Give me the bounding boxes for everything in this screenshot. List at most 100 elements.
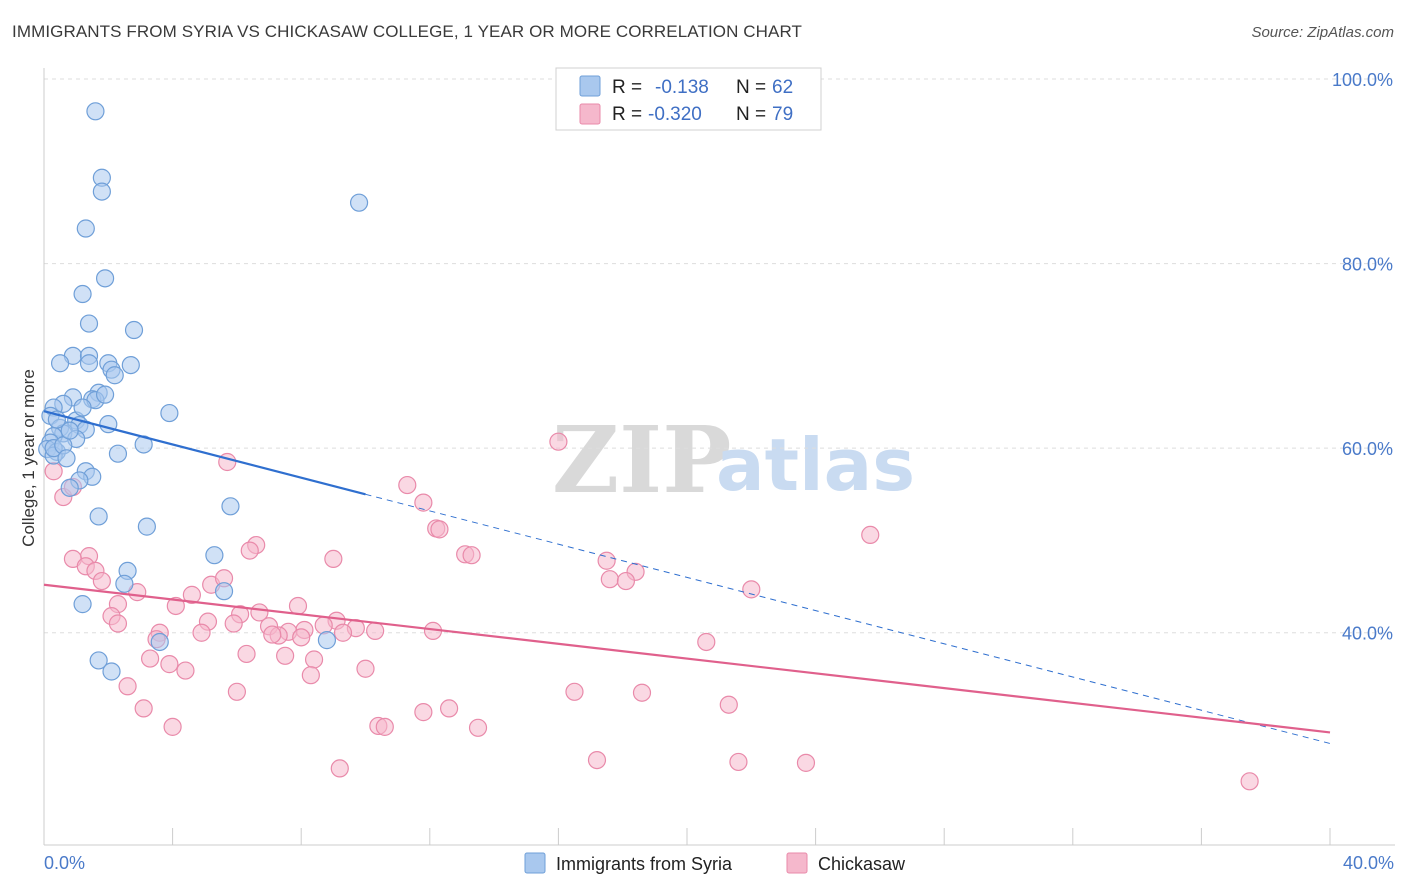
- legend-r-label-syria: R =: [612, 77, 642, 98]
- chart-source: Source: ZipAtlas.com: [1251, 24, 1394, 41]
- bottom-legend-syria: Immigrants from Syria: [556, 854, 733, 874]
- syria-point-48: [115, 574, 134, 593]
- chickasaw-point-51: [276, 646, 295, 665]
- x-tick-label-max: 40.0%: [1343, 853, 1394, 873]
- chickasaw-point-13: [597, 551, 616, 570]
- chickasaw-point-0: [44, 462, 63, 481]
- chickasaw-point-58: [118, 677, 137, 696]
- chickasaw-point-2: [549, 432, 568, 451]
- bottom-legend-chickasaw: Chickasaw: [818, 854, 906, 874]
- syria-point-61: [57, 449, 76, 468]
- syria-point-4: [349, 193, 369, 212]
- syria-point-37: [108, 444, 128, 463]
- syria-point-2: [92, 182, 111, 201]
- syria-point-51: [150, 632, 169, 652]
- chickasaw-point-61: [632, 683, 652, 702]
- chickasaw-trend: [43, 583, 1331, 734]
- legend-swatch-syria: [579, 75, 601, 97]
- syria-point-16: [105, 366, 124, 385]
- y-tick-labels: 40.0% 60.0% 80.0% 100.0%: [1332, 70, 1393, 644]
- chickasaw-point-20: [616, 571, 636, 591]
- syria-point-12: [79, 354, 99, 373]
- chickasaw-point-33: [108, 614, 128, 633]
- syria-point-14: [121, 355, 140, 375]
- syria-point-49: [214, 582, 234, 601]
- syria-point-58: [95, 385, 115, 404]
- syria-point-5: [95, 269, 115, 288]
- syria-point-44: [89, 507, 108, 526]
- legend-r-value-syria: -0.138: [655, 77, 709, 98]
- syria-points: [38, 102, 369, 681]
- legend-n-label-syria: N =: [736, 77, 766, 98]
- syria-point-52: [317, 631, 337, 650]
- syria-point-45: [137, 517, 156, 536]
- chickasaw-point-8: [861, 525, 880, 545]
- chickasaw-point-25: [742, 580, 761, 599]
- chickasaw-point-22: [324, 549, 343, 569]
- chickasaw-point-74: [1240, 772, 1259, 791]
- chickasaw-point-49: [697, 632, 716, 652]
- chickasaw-point-73: [330, 759, 349, 778]
- syria-point-6: [73, 284, 92, 304]
- chickasaw-point-7: [430, 520, 449, 539]
- y-axis-label: College, 1 year or more: [19, 369, 38, 547]
- legend-swatch-chickasaw: [579, 103, 601, 125]
- chickasaw-point-71: [729, 752, 748, 772]
- legend-r-value-chickasaw: -0.320: [648, 104, 702, 125]
- chickasaw-point-53: [140, 649, 160, 668]
- syria-point-57: [60, 421, 79, 440]
- chickasaw-point-67: [375, 717, 394, 736]
- chickasaw-point-78: [288, 596, 308, 616]
- chickasaw-point-69: [163, 717, 182, 736]
- legend-n-label-chickasaw: N =: [736, 104, 766, 125]
- legend-n-value-syria: 62: [772, 77, 793, 98]
- chickasaw-point-10: [240, 541, 259, 560]
- chickasaw-point-26: [182, 585, 201, 604]
- chickasaw-point-76: [250, 603, 269, 622]
- legend-r-label-chickasaw: R =: [612, 104, 642, 125]
- bottom-legend-swatch-chickasaw: [786, 852, 808, 874]
- chickasaw-point-5: [414, 493, 433, 512]
- bottom-legend-swatch-syria: [524, 852, 546, 874]
- syria-point-0: [86, 102, 105, 121]
- chickasaw-point-52: [304, 650, 324, 669]
- chickasaw-point-21: [92, 571, 111, 591]
- syria-point-50: [73, 595, 92, 614]
- chickasaw-point-45: [292, 628, 311, 647]
- chickasaw-point-48: [263, 625, 282, 644]
- syria-point-3: [76, 219, 95, 238]
- syria-point-23: [160, 403, 179, 423]
- chickasaw-point-50: [237, 644, 256, 664]
- chickasaw-point-19: [600, 570, 619, 589]
- syria-trend-dashed: [365, 493, 1331, 744]
- chickasaw-point-60: [565, 682, 584, 701]
- syria-point-7: [79, 314, 99, 333]
- syria-point-42: [60, 478, 79, 497]
- series-legend: Immigrants from Syria Chickasaw: [524, 852, 906, 874]
- correlation-legend: R = -0.138 N = 62 R = -0.320 N = 79: [555, 67, 822, 131]
- chickasaw-point-43: [366, 621, 385, 640]
- legend-n-value-chickasaw: 79: [772, 104, 793, 125]
- chart-title: IMMIGRANTS FROM SYRIA VS CHICKASAW COLLE…: [12, 22, 803, 41]
- y-tick-label-40: 40.0%: [1342, 624, 1393, 644]
- chickasaw-point-63: [414, 703, 433, 722]
- chickasaw-point-4: [398, 475, 417, 495]
- chickasaw-point-72: [796, 753, 816, 772]
- chickasaw-point-55: [176, 661, 195, 680]
- syria-point-54: [102, 662, 121, 681]
- chickasaw-points: [44, 432, 1259, 791]
- watermark-atlas: atlas: [716, 423, 915, 507]
- x-ticks: [43, 828, 1331, 845]
- chickasaw-point-47: [192, 623, 211, 642]
- chickasaw-point-56: [356, 659, 375, 678]
- y-tick-label-100: 100.0%: [1332, 70, 1393, 90]
- chickasaw-point-36: [314, 616, 333, 635]
- syria-trend-solid: [43, 410, 366, 496]
- syria-point-53: [89, 651, 108, 670]
- chickasaw-point-15: [462, 546, 481, 565]
- chickasaw-point-41: [333, 623, 353, 642]
- syria-point-43: [221, 497, 240, 516]
- chickasaw-point-70: [587, 750, 607, 770]
- syria-point-59: [73, 398, 92, 417]
